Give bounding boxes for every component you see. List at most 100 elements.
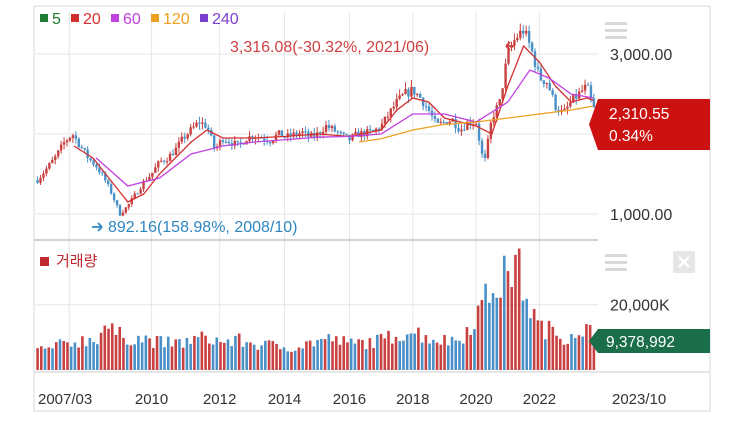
volume-bar (435, 342, 439, 370)
candle-body (351, 134, 354, 141)
volume-bar (88, 337, 92, 370)
current-price-value: 2,310.55 (609, 106, 669, 123)
volume-bar (372, 348, 375, 370)
candle-body (104, 173, 107, 181)
candle-body (227, 141, 231, 144)
volume-bar (342, 336, 346, 370)
candle-body (542, 80, 546, 84)
volume-bar (43, 348, 47, 370)
candle-body (195, 122, 198, 127)
candle-body (168, 153, 172, 162)
close-icon[interactable] (673, 251, 695, 273)
candle-body (436, 118, 440, 123)
candle-body (463, 129, 466, 131)
candle-body (575, 94, 578, 99)
candle-body (218, 140, 222, 147)
volume-bar (226, 339, 230, 370)
volume-bar (290, 351, 293, 370)
moving-average-lines (73, 44, 594, 203)
volume-bar (245, 342, 248, 370)
volume-bar (420, 342, 424, 370)
volume-bar (484, 283, 487, 370)
candle-body (398, 95, 401, 99)
volume-label: 거래량 (56, 253, 98, 270)
candle-body (522, 30, 525, 34)
candle-body (112, 193, 116, 201)
volume-bar (585, 324, 588, 370)
candle-body (295, 132, 298, 136)
x-tick-label: 2016 (333, 391, 366, 408)
volume-bar (40, 346, 43, 370)
candle-body (221, 140, 225, 142)
volume-bar (581, 336, 584, 370)
candle-body (298, 133, 301, 136)
candle-body (201, 122, 204, 124)
candle-body (248, 136, 251, 142)
candle-body (321, 131, 325, 134)
candle-body (42, 173, 45, 178)
volume-bar (178, 339, 181, 370)
candle-body (77, 138, 80, 147)
volume-bar (532, 308, 536, 370)
volume-bar (316, 340, 319, 370)
legend-swatch (40, 14, 48, 22)
volume-bar (473, 329, 476, 370)
volume-bar (237, 333, 241, 370)
volume-bar (308, 340, 312, 370)
candle-body (45, 168, 48, 174)
candle-body (177, 141, 181, 148)
candle-body (513, 40, 516, 46)
volume-bar (476, 305, 480, 370)
candle-body (380, 123, 384, 130)
volume-bar (588, 325, 592, 370)
candle-body (501, 88, 504, 100)
volume-bar (196, 337, 200, 370)
price-menu-icon[interactable] (605, 22, 627, 39)
volume-bar (260, 345, 263, 370)
volume-bar (249, 342, 252, 370)
candle-body (354, 131, 357, 135)
volume-bar (525, 298, 528, 370)
volume-bar (140, 342, 144, 370)
candle-body (530, 42, 534, 52)
candle-body (36, 180, 39, 183)
volume-bar (84, 346, 88, 370)
current-volume-badge: 9,378,992 (589, 329, 710, 353)
ma-legend[interactable]: 5 20 60 120 240 (40, 11, 239, 28)
volume-bar (361, 339, 364, 370)
candle-body (162, 160, 166, 162)
high-annotation: 3,316.08(-30.32%, 2021/06) (230, 39, 429, 56)
x-tick-label: 2018 (396, 391, 429, 408)
candle-body (374, 128, 378, 131)
volume-bar (413, 333, 416, 370)
candle-body (377, 128, 381, 130)
volume-bar (551, 326, 555, 370)
candle-body (286, 133, 289, 138)
candle-body (239, 142, 242, 144)
candle-body (121, 212, 125, 216)
volume-bar (499, 297, 502, 370)
volume-bar (577, 335, 581, 370)
volume-bar (540, 320, 543, 370)
candle-body (204, 122, 207, 128)
volume-bar (256, 349, 260, 370)
volume-bar (275, 343, 278, 370)
volume-bar (96, 344, 99, 370)
volume-menu-icon[interactable] (605, 254, 627, 271)
candle-body (445, 121, 448, 125)
candle-body (92, 160, 95, 165)
legend-label: 240 (212, 11, 239, 28)
candle-body (124, 207, 128, 213)
candle-body (439, 121, 443, 123)
candle-body (183, 136, 186, 139)
ma-line-120 (358, 105, 594, 143)
candle-body (80, 146, 83, 149)
candle-body (51, 160, 54, 164)
candle-body (301, 131, 304, 134)
volume-bar (573, 337, 577, 370)
legend-label: 20 (83, 11, 101, 28)
x-tick-label: 2007/03 (38, 391, 92, 408)
candle-body (283, 136, 287, 138)
volume-bar (118, 326, 122, 370)
